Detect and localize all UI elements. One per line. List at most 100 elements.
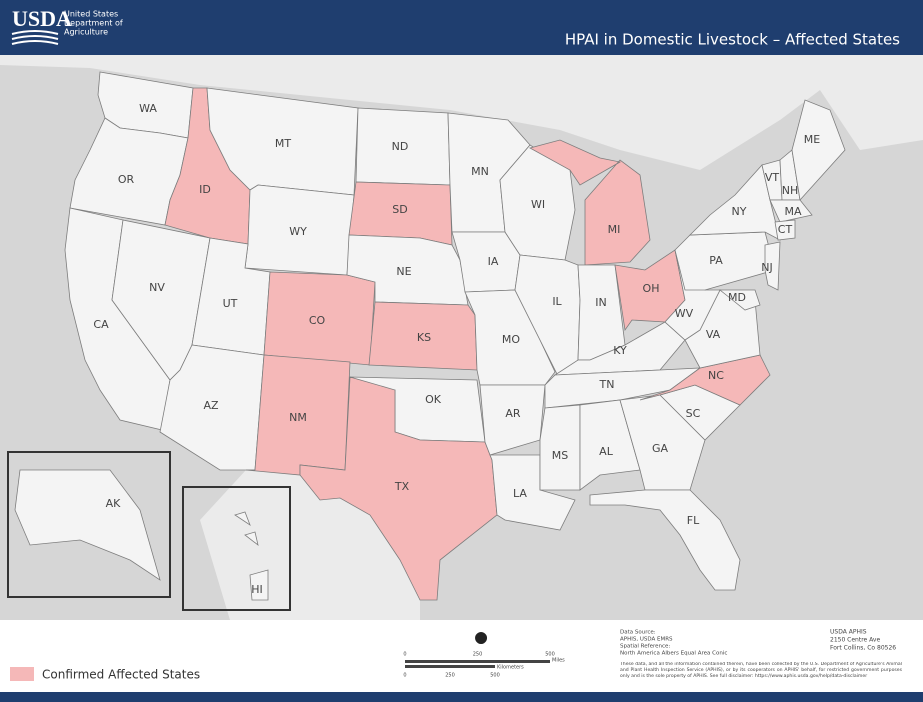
state-label: WY (289, 225, 307, 238)
scale-miles (405, 660, 550, 663)
state-label: NM (289, 411, 307, 424)
state-label: IL (552, 295, 562, 308)
state (479, 384, 546, 456)
disclaimer: These data, and all the information cont… (620, 662, 902, 679)
state-label: AK (106, 497, 122, 510)
legend-label: Confirmed Affected States (42, 668, 200, 682)
state-label: ID (199, 183, 211, 196)
state-label: NJ (761, 261, 772, 274)
logo: USDA (12, 6, 72, 31)
state (539, 404, 581, 491)
state-label: OR (118, 173, 135, 186)
agency-line: United States (64, 10, 118, 19)
states: WA OR CA NV ID MT WY UT AZ CO NM ND SD NE KS OK TX MN IA MO… (14, 71, 846, 601)
scale-miles-label: 250 (473, 652, 483, 658)
state-label: WV (675, 307, 694, 320)
state-label: SC (686, 407, 701, 420)
scale-km (405, 665, 495, 668)
state (718, 289, 761, 311)
state-label: WI (531, 198, 545, 211)
state (769, 199, 813, 223)
state (14, 469, 161, 581)
state (764, 241, 781, 291)
state-label: NH (782, 184, 799, 197)
alaska-inset (7, 451, 171, 598)
scale-miles-label: 500 (545, 652, 555, 658)
state-label: MS (552, 449, 568, 462)
state-label: UT (223, 297, 238, 310)
state-label: OH (643, 282, 660, 295)
source-line: North America Albers Equal Area Conic (620, 651, 727, 657)
scale-km-label: 0 (403, 673, 406, 679)
address-line: Fort Collins, Co 80526 (830, 645, 896, 652)
source-line: APHIS, USDA EMRS (620, 637, 673, 643)
state-label: AL (599, 445, 614, 458)
state (774, 219, 796, 241)
state-label: CT (778, 223, 793, 236)
agency-line: Department of (64, 19, 123, 28)
state (589, 489, 741, 591)
hawaii-inset (182, 486, 291, 611)
title: HPAI in Domestic Livestock – Affected St… (565, 31, 900, 49)
state-label: FL (687, 514, 700, 527)
state (544, 367, 702, 409)
state (639, 354, 771, 406)
state-label: VT (765, 171, 780, 184)
state-label: MA (784, 205, 801, 218)
north-arrow (475, 632, 488, 644)
disclaimer-box: These data, and all the information cont… (620, 662, 902, 679)
state-label: KS (417, 331, 431, 344)
state-label: LA (513, 487, 527, 500)
legend-swatch (10, 667, 34, 681)
source-line: Data Source: (620, 630, 656, 636)
address-line: 2150 Centre Ave (830, 637, 880, 644)
state-label: MT (275, 137, 291, 150)
state-label: VA (706, 328, 721, 341)
state-label: NC (708, 369, 724, 382)
state-label: TX (394, 480, 410, 493)
state-label: IN (595, 296, 606, 309)
logo-lines (11, 30, 59, 45)
state-label: MN (471, 165, 489, 178)
state-label: NV (149, 281, 165, 294)
state (791, 99, 846, 201)
scale-miles-unit: Miles (552, 658, 565, 664)
state-label: MO (502, 333, 520, 346)
bottom-band (0, 692, 923, 702)
state-label: MI (608, 223, 621, 236)
state (299, 376, 498, 601)
agency-line: Agriculture (64, 28, 108, 37)
address-line: USDA APHIS (830, 629, 867, 636)
source-line: Spatial Reference: (620, 644, 670, 650)
state-label: PA (709, 254, 723, 267)
state-label: AZ (203, 399, 219, 412)
scale-km-label: 500 (490, 673, 500, 679)
header-band (0, 0, 923, 55)
state-label: CO (309, 314, 326, 327)
state-label: NE (396, 265, 411, 278)
scale-km-label: 250 (445, 673, 455, 679)
state (263, 271, 376, 366)
state-label: OK (425, 393, 442, 406)
scale-km-unit: Kilometers (497, 665, 524, 671)
state-label: CA (93, 318, 109, 331)
state-label: NY (732, 205, 747, 218)
state-label: TN (599, 378, 615, 391)
state-label: SD (392, 203, 407, 216)
state-label: HI (251, 583, 263, 596)
state-label: ME (804, 133, 820, 146)
scale-miles-label: 0 (403, 652, 406, 658)
state (664, 249, 721, 341)
canada (0, 55, 923, 170)
state-label: IA (488, 255, 499, 268)
state (234, 511, 269, 601)
state-label: WA (139, 102, 157, 115)
state-label: AR (505, 407, 521, 420)
state-label: KY (613, 344, 627, 357)
state-label: GA (652, 442, 669, 455)
state-label: ND (392, 140, 409, 153)
